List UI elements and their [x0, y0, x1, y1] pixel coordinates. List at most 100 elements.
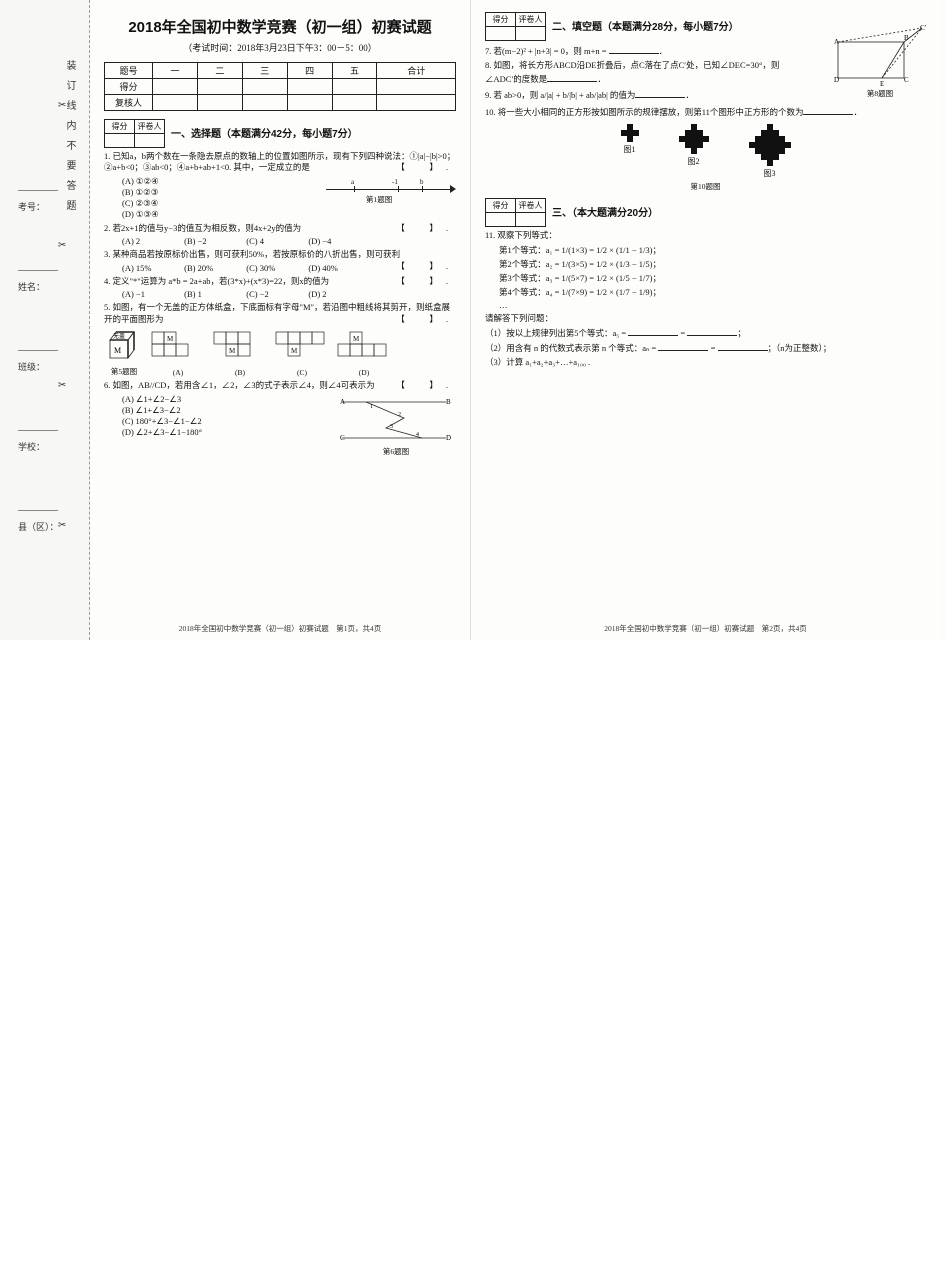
score-th: 得分: [105, 79, 153, 95]
answer-bracket[interactable]: 【 】.: [396, 380, 456, 391]
mini-cell[interactable]: [486, 213, 516, 227]
answer-bracket[interactable]: 【 】.: [396, 223, 456, 234]
svg-text:M: M: [353, 335, 360, 343]
svg-text:3: 3: [390, 424, 393, 430]
q6-B: (B) ∠1+∠3−∠2: [122, 405, 336, 416]
svg-text:D: D: [446, 434, 451, 442]
q11-ask3: （3）计算 a₁+a₂+a₃+…+a₁₀₀ .: [485, 356, 926, 368]
q10: 10. 将一些大小相同的正方形按如图所示的规律摆放，则第11个图形中正方形的个数…: [485, 105, 926, 118]
q2-B: (B) −2: [184, 236, 244, 246]
q10-fig1: 图1: [621, 124, 639, 179]
q4-C: (C) −2: [246, 289, 306, 299]
score-cell[interactable]: [377, 95, 456, 111]
q8: 8. 如图，将长方形ABCD沿DE折叠后，点C落在了点C′处，已知∠DEC=30…: [485, 60, 795, 85]
mini-c1: 得分: [486, 199, 516, 213]
svg-text:M: M: [291, 347, 298, 355]
q5-A: (A): [150, 368, 206, 377]
exam-title: 2018年全国初中数学竞赛（初一组）初赛试题: [104, 16, 456, 37]
q11-blank2b[interactable]: [718, 341, 768, 351]
answer-bracket[interactable]: 【 】.: [396, 314, 456, 325]
q3-text: 3. 某种商品若按原标价出售，则可获利50%，若按原标价的八折出售，则可获利: [104, 249, 400, 259]
q5-stem: 5. 如图，有一个无盖的正方体纸盒，下底面标有字母"M"，若沿图中粗线将其剪开，…: [104, 302, 456, 325]
q5-net-D: M (D): [336, 330, 392, 377]
binding-hint: 装订线内不要答题: [62, 60, 77, 220]
q11-blank1b[interactable]: [687, 326, 737, 336]
q6-figure: A B C D 1 2 3 4 第6题图: [336, 394, 456, 457]
mini-cell[interactable]: [486, 27, 516, 41]
answer-bracket[interactable]: 【 】.: [396, 276, 456, 287]
svg-text:A: A: [340, 398, 345, 406]
score-cell[interactable]: [242, 95, 287, 111]
q11-ask0: 请解答下列问题：: [485, 312, 926, 324]
svg-text:无盖: 无盖: [113, 332, 125, 340]
score-cell[interactable]: [287, 79, 332, 95]
page2-footer: 2018年全国初中数学竞赛（初一组）初赛试题 第2页，共4页: [471, 623, 940, 634]
answer-bracket[interactable]: 【 】.: [396, 261, 456, 272]
q8-figure: A D B C C′ E 第8题图: [832, 24, 928, 99]
answer-bracket[interactable]: 【 】.: [396, 162, 456, 173]
mini-cell[interactable]: [516, 213, 546, 227]
q10-patterns: 图1 图2: [485, 124, 926, 179]
scissors-icon: ✂: [58, 520, 66, 531]
q1-numberline: a -1 b 第1题图: [326, 180, 456, 198]
score-cell[interactable]: [153, 79, 198, 95]
q5-net-A: M (A): [150, 330, 206, 377]
q7-blank[interactable]: [609, 44, 659, 54]
q9-blank[interactable]: [635, 88, 685, 98]
score-cell[interactable]: [332, 95, 377, 111]
q11-stem: 11. 观察下列等式：: [485, 230, 926, 241]
bind-line: [18, 190, 58, 191]
bind-line: [18, 350, 58, 351]
q1-tick-a: a: [351, 178, 354, 186]
q6-text: 6. 如图，AB//CD，若用含∠1，∠2，∠3的式子表示∠4，则∠4可表示为: [104, 380, 375, 390]
score-cell[interactable]: [287, 95, 332, 111]
exam-time: （考试时间：2018年3月23日下午3：00－5：00）: [104, 41, 456, 54]
svg-text:4: 4: [416, 432, 419, 438]
mini-score-table-3: 得分评卷人: [485, 198, 546, 227]
svg-text:B: B: [446, 398, 451, 406]
q8-blank[interactable]: [547, 72, 597, 82]
q2-C: (C) 4: [246, 236, 306, 246]
score-th: 题号: [105, 63, 153, 79]
q3-stem: 3. 某种商品若按原标价出售，则可获利50%，若按原标价的八折出售，则可获利 【…: [104, 249, 456, 260]
q6-stem: 6. 如图，AB//CD，若用含∠1，∠2，∠3的式子表示∠4，则∠4可表示为 …: [104, 380, 456, 391]
q6-figlabel: 第6题图: [336, 446, 456, 457]
score-cell[interactable]: [197, 79, 242, 95]
q5-D: (D): [336, 368, 392, 377]
q6-D: (D) ∠2+∠3−∠1−180°: [122, 427, 336, 438]
q3-B: (B) 20%: [184, 263, 244, 273]
q10-blank[interactable]: [803, 105, 853, 115]
q11-blank2[interactable]: [658, 341, 708, 351]
page-2: 得分评卷人 二、填空题（本题满分28分，每小题7分） A D B C C′ E …: [470, 0, 940, 640]
q2-text: 2. 若2x+1的值与y−3的值互为相反数，则4x+2y的值为: [104, 223, 301, 233]
score-cell[interactable]: [197, 95, 242, 111]
score-th: 一: [153, 63, 198, 79]
q11-ask2: （2）用含有 n 的代数式表示第 n 个等式：aₙ = = ；（n为正整数）；: [485, 341, 926, 354]
mini-c1: 得分: [105, 120, 135, 134]
q11-blank1[interactable]: [628, 326, 678, 336]
exam-sheet: 县（区）： 学校： 班级： 姓名： 考号： ✂ ✂ ✂ ✂ 装订线内不要答题 2…: [0, 0, 945, 640]
mini-cell[interactable]: [105, 134, 135, 148]
bind-label-school: 学校：: [18, 440, 45, 453]
q5-cube: M 无盖 第5题图: [104, 328, 144, 377]
q5-B: (B): [212, 368, 268, 377]
score-th: 合计: [377, 63, 456, 79]
q11-line4: 第4个等式：a₄ = 1/(7×9) = 1/2 × (1/7 − 1/9)；: [485, 286, 926, 298]
q3-C: (C) 30%: [246, 263, 306, 273]
mini-cell[interactable]: [516, 27, 546, 41]
score-cell[interactable]: [242, 79, 287, 95]
q5-nets: M 无盖 第5题图 M (A): [104, 328, 456, 377]
q6-C: (C) 180°+∠3−∠1−∠2: [122, 416, 336, 427]
q1-figlabel: 第1题图: [366, 194, 392, 205]
bind-line: [18, 270, 58, 271]
mini-c2: 评卷人: [135, 120, 165, 134]
lower-blank-area: [0, 640, 945, 1260]
score-cell[interactable]: [377, 79, 456, 95]
score-table: 题号 一 二 三 四 五 合计 得分 复核人: [104, 62, 456, 111]
page1-footer: 2018年全国初中数学竞赛（初一组）初赛试题 第1页，共4页: [90, 623, 470, 634]
mini-cell[interactable]: [135, 134, 165, 148]
score-cell[interactable]: [332, 79, 377, 95]
mini-c2: 评卷人: [516, 13, 546, 27]
score-cell[interactable]: [153, 95, 198, 111]
svg-text:C: C: [904, 76, 909, 84]
